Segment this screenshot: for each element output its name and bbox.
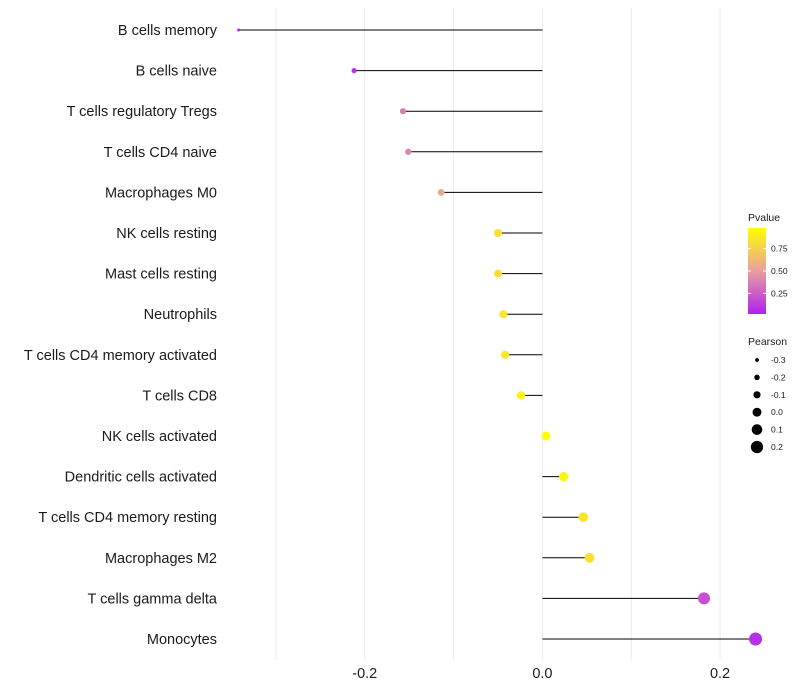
category-label: T cells CD4 memory activated bbox=[24, 348, 217, 364]
pearson-legend-dot bbox=[750, 440, 764, 454]
category-label: Macrophages M0 bbox=[105, 185, 217, 201]
x-axis-tick-labels: -0.2 0.0 0.2 bbox=[352, 666, 730, 682]
pvalue-legend-label: 0.75 bbox=[771, 244, 788, 254]
category-label: Neutrophils bbox=[144, 307, 217, 323]
category-label: T cells CD4 naive bbox=[104, 145, 217, 161]
category-label: B cells naive bbox=[136, 64, 217, 80]
pvalue-legend-title: Pvalue bbox=[748, 212, 780, 224]
lollipop-stems bbox=[238, 29, 756, 640]
lollipop-point bbox=[351, 67, 357, 74]
category-labels: B cells memory B cells naive T cells regul… bbox=[24, 23, 218, 648]
pearson-legend-dot bbox=[755, 358, 759, 362]
pearson-legend-title: Pearson bbox=[748, 336, 787, 348]
pvalue-legend-label: 0.25 bbox=[771, 288, 788, 298]
x-tick-label: 0.2 bbox=[710, 666, 730, 682]
lollipop-point bbox=[437, 188, 445, 196]
pvalue-legend: Pvalue 0.75 0.50 0.25 bbox=[748, 212, 788, 314]
pearson-legend-dot bbox=[754, 374, 760, 381]
category-label: Mast cells resting bbox=[105, 267, 217, 283]
category-label: Monocytes bbox=[147, 632, 217, 648]
pearson-legend-dot bbox=[751, 424, 763, 435]
lollipop-point bbox=[578, 512, 589, 523]
category-label: Macrophages M2 bbox=[105, 551, 217, 567]
pearson-legend-label: -0.1 bbox=[771, 390, 786, 400]
pearson-legend-label: 0.2 bbox=[771, 442, 783, 452]
lollipop-point bbox=[405, 148, 412, 155]
lollipop-point bbox=[516, 391, 526, 400]
pearson-legend-label: -0.2 bbox=[771, 372, 786, 382]
category-label: T cells CD4 memory resting bbox=[38, 510, 217, 526]
gridlines bbox=[275, 8, 721, 660]
lollipop-point bbox=[559, 471, 569, 482]
category-label: T cells gamma delta bbox=[88, 591, 218, 607]
lollipop-point bbox=[399, 108, 407, 115]
lollipop-point bbox=[493, 228, 503, 238]
pearson-legend-dot bbox=[753, 391, 761, 399]
lollipop-point bbox=[541, 431, 551, 441]
lollipop-point bbox=[584, 552, 595, 563]
pearson-legend-label: -0.3 bbox=[771, 355, 786, 365]
x-tick-label: 0.0 bbox=[532, 666, 552, 682]
pearson-legend-dot bbox=[752, 407, 762, 417]
lollipop-point bbox=[237, 28, 241, 32]
category-label: B cells memory bbox=[118, 23, 218, 39]
lollipop-point bbox=[698, 592, 711, 605]
lollipop-point bbox=[493, 269, 503, 278]
category-label: T cells regulatory Tregs bbox=[67, 104, 217, 120]
pearson-legend: Pearson -0.3 -0.2 -0.1 0.0 0.1 0.2 bbox=[748, 336, 787, 454]
category-label: T cells CD8 bbox=[142, 388, 217, 404]
lollipop-point bbox=[501, 350, 510, 359]
lollipop-point bbox=[499, 310, 508, 319]
lollipop-points bbox=[237, 28, 763, 646]
x-tick-label: -0.2 bbox=[352, 666, 377, 682]
category-label: NK cells activated bbox=[102, 429, 217, 445]
pearson-legend-label: 0.1 bbox=[771, 425, 783, 435]
lollipop-point bbox=[749, 632, 763, 646]
pvalue-legend-label: 0.50 bbox=[771, 266, 788, 276]
category-label: NK cells resting bbox=[116, 226, 217, 242]
category-label: Dendritic cells activated bbox=[65, 470, 217, 486]
pvalue-colorbar bbox=[748, 228, 766, 314]
pearson-legend-label: 0.0 bbox=[771, 407, 783, 417]
